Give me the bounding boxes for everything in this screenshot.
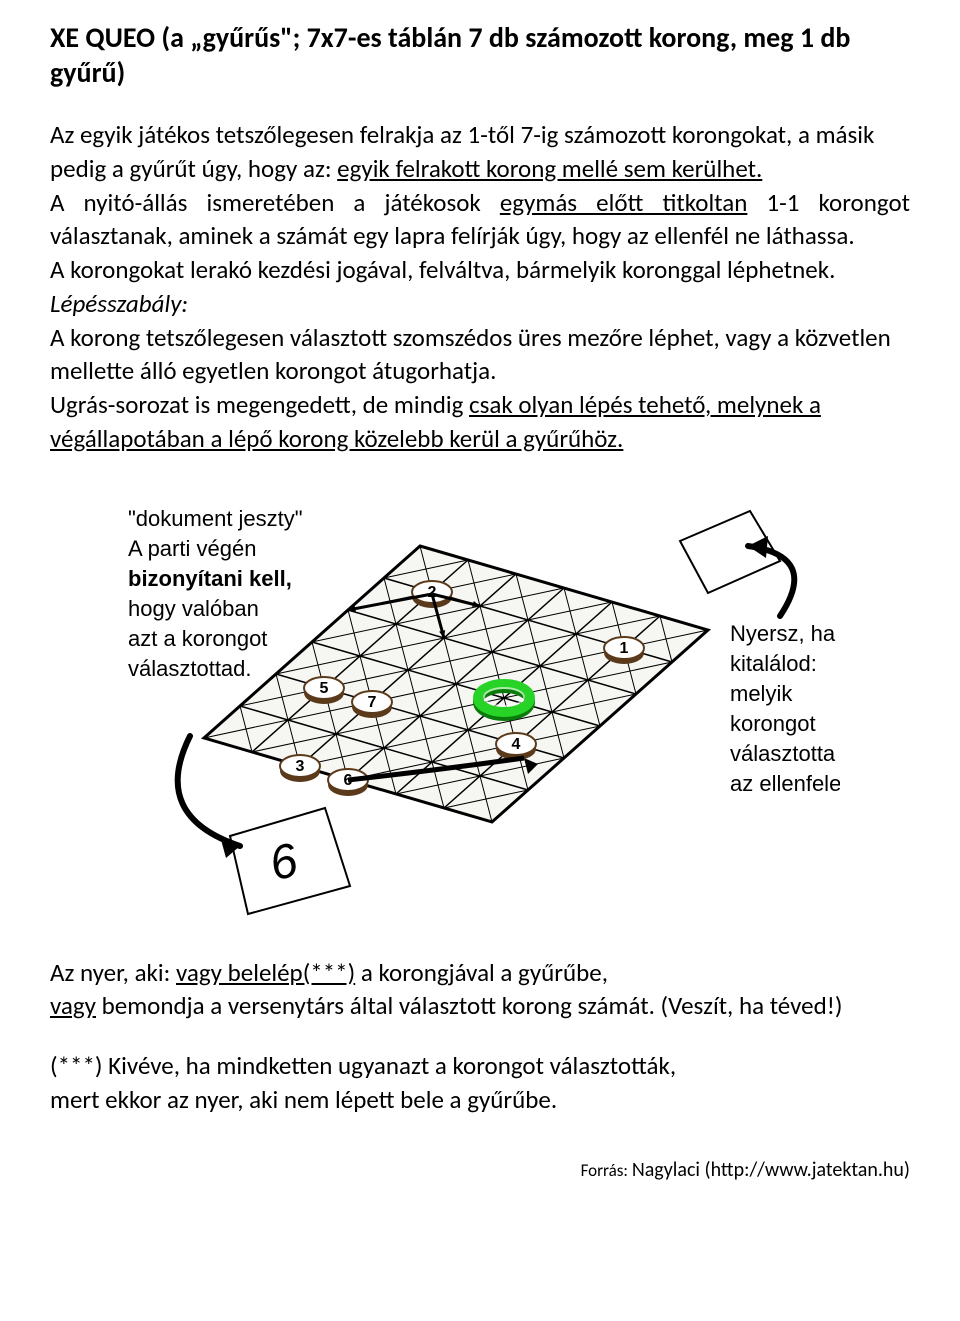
p2-seg1: A korong tetszőlegesen választott szomsz… [50, 322, 891, 387]
rule-label-text: Lépésszabály: [50, 288, 188, 319]
paragraph-1b: A nyitó-állás ismeretében a játékosok eg… [50, 186, 910, 254]
paragraph-2b: Ugrás-sorozat is megengedett, de mindig … [50, 388, 910, 456]
paragraph-2a: A korong tetszőlegesen választott szomsz… [50, 321, 910, 389]
svg-text:"dokument jeszty": "dokument jeszty" [128, 506, 303, 531]
p1-u1: egyik felrakott korong mellé sem kerülhe… [337, 153, 762, 184]
p3-u1: vagy belelép(***) [176, 957, 355, 988]
p3-seg1: Az nyer, aki: [50, 957, 176, 988]
paragraph-1c: A korongokat lerakó kezdési jogával, fel… [50, 253, 910, 287]
source-footer: Forrás: Nagylaci (http://www.jatektan.hu… [50, 1157, 910, 1184]
svg-text:bizonyítani kell,: bizonyítani kell, [128, 566, 292, 591]
footer-text: Nagylaci (http://www.jatektan.hu) [632, 1158, 910, 1182]
svg-text:korongot: korongot [730, 711, 816, 736]
paragraph-3: Az nyer, aki: vagy belelép(***) a korong… [50, 956, 910, 990]
svg-text:5: 5 [320, 680, 329, 697]
p3-seg3u: vagy [50, 990, 96, 1021]
p3-seg2: a korongjával a gyűrűbe, [355, 957, 608, 988]
rule-label: Lépésszabály: [50, 287, 910, 321]
title-lead: XE QUEO ( [50, 20, 170, 55]
svg-text:azt a korongot: azt a korongot [128, 626, 267, 651]
paragraph-4a: (***) Kivéve, ha mindketten ugyanazt a k… [50, 1049, 910, 1083]
svg-text:hogy valóban: hogy valóban [128, 596, 259, 621]
p4-seg2: mert ekkor az nyer, aki nem lépett bele … [50, 1084, 557, 1115]
svg-text:választottad.: választottad. [128, 656, 252, 681]
svg-text:1: 1 [620, 640, 629, 657]
svg-text:3: 3 [296, 758, 305, 775]
svg-text:választotta: választotta [730, 741, 836, 766]
svg-text:kitalálod:: kitalálod: [730, 651, 817, 676]
footer-label: Forrás: [581, 1160, 632, 1181]
paragraph-4b: mert ekkor az nyer, aki nem lépett bele … [50, 1083, 910, 1117]
svg-text:4: 4 [512, 736, 521, 753]
paragraph-1a: Az egyik játékos tetszőlegesen felrakja … [50, 118, 910, 186]
svg-text:Nyersz, ha: Nyersz, ha [730, 621, 836, 646]
svg-text:A parti végén: A parti végén [128, 536, 256, 561]
p4-seg1: (***) Kivéve, ha mindketten ugyanazt a k… [50, 1050, 676, 1081]
p1-u2: egymás előtt titkoltan [500, 187, 748, 218]
svg-text:7: 7 [368, 694, 377, 711]
svg-text:melyik: melyik [730, 681, 793, 706]
title-rest: a „gyűrűs"; 7x7-es táblán 7 db számozott… [50, 20, 850, 90]
p1-seg5: A korongokat lerakó kezdési jogával, fel… [50, 254, 835, 285]
svg-text:az ellenfeled.: az ellenfeled. [730, 771, 840, 796]
p3-seg4: bemondja a versenytárs által választott … [96, 990, 842, 1021]
board-illustration: 21574366"dokument jeszty"A parti végénbi… [120, 486, 840, 926]
page-title: XE QUEO (a „gyűrűs"; 7x7-es táblán 7 db … [50, 20, 910, 90]
board-figure: 21574366"dokument jeszty"A parti végénbi… [50, 486, 910, 926]
p2-seg2: Ugrás-sorozat is megengedett, de mindig [50, 389, 469, 420]
paragraph-3b: vagy bemondja a versenytárs által válasz… [50, 989, 910, 1023]
p1-seg3: A nyitó-állás ismeretében a játékosok [50, 187, 500, 218]
